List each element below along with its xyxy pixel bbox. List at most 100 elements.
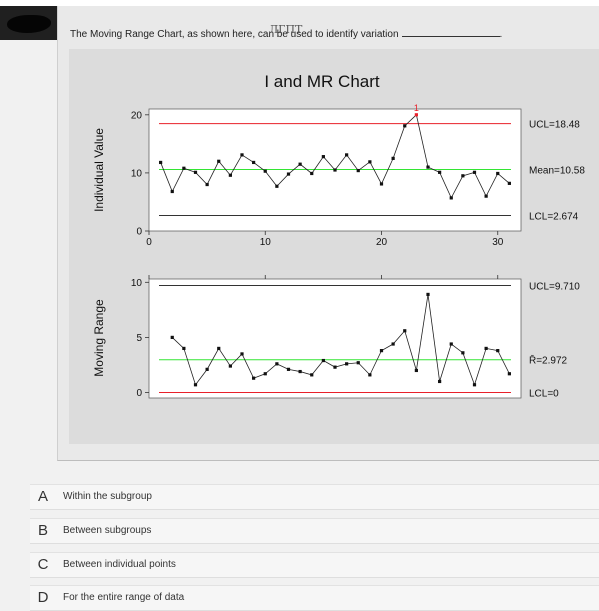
question-text: The Moving Range Chart, as shown here, c… (70, 29, 399, 40)
individual-ylabel: Individual Value (92, 128, 106, 212)
option-letter: D (37, 589, 49, 606)
option-label: Between subgroups (63, 525, 152, 536)
chart-figure-card: I and MR Chart Individual Value 0 10 20 0 10… (69, 49, 599, 444)
lcl-label: LCL=2.674 (529, 211, 579, 222)
data-point (240, 352, 244, 356)
data-point (298, 162, 302, 166)
data-point (484, 346, 488, 351)
data-point (170, 189, 174, 194)
data-point (321, 155, 325, 159)
data-point (240, 153, 244, 157)
data-point (461, 351, 465, 355)
option-letter: A (37, 488, 48, 505)
data-point (263, 372, 267, 376)
overlay-scribble-text: ЛГПТ (269, 23, 303, 36)
x-tick-label: 10 (260, 237, 272, 248)
data-point (472, 383, 477, 387)
y-tick-label: 0 (136, 388, 142, 399)
option-b[interactable]: B Between subgroups (30, 518, 599, 544)
data-point (449, 196, 453, 200)
data-point (228, 173, 232, 177)
data-point (438, 379, 442, 384)
data-point (449, 342, 453, 346)
data-point (205, 367, 209, 371)
avatar (0, 6, 58, 40)
data-point (356, 361, 360, 365)
y-tick-label: 20 (131, 110, 143, 121)
data-point (286, 367, 291, 371)
y-tick-label: 5 (136, 333, 142, 344)
x-tick-label: 20 (376, 237, 388, 248)
y-tick-label: 0 (136, 227, 142, 238)
data-point (286, 172, 291, 176)
data-point (403, 329, 407, 333)
data-point (275, 184, 279, 188)
answer-blank (401, 27, 500, 37)
data-point (182, 166, 186, 170)
question-trailing: . (499, 29, 503, 40)
data-point (298, 369, 302, 374)
data-point (461, 174, 465, 178)
option-letter: B (37, 522, 48, 539)
data-point (426, 165, 430, 169)
data-point (507, 372, 511, 376)
data-point (193, 383, 198, 387)
data-point (507, 181, 511, 185)
top-strip (0, 0, 599, 6)
chart-title: I and MR Chart (264, 72, 380, 91)
data-point (217, 159, 221, 163)
data-point (438, 170, 442, 174)
moving-range-ylabel: Moving Range (92, 299, 106, 377)
data-point (414, 113, 418, 117)
question-prompt: The Moving Range Chart, as shown here, c… (70, 27, 502, 40)
data-point (275, 362, 279, 366)
data-point (193, 170, 198, 174)
data-point (252, 160, 256, 165)
data-point (310, 373, 314, 377)
option-a[interactable]: A Within the subgroup (30, 484, 599, 510)
data-point (472, 170, 477, 174)
center-label: R̄=2.972 (529, 354, 568, 367)
data-point (379, 182, 384, 186)
lcl-label: LCL=0 (529, 388, 559, 399)
center-label: Mean=10.58 (529, 166, 585, 177)
data-point (484, 194, 488, 198)
avatar-redaction (7, 15, 51, 33)
ucl-label: UCL=9.710 (529, 282, 580, 293)
option-label: Within the subgroup (63, 491, 152, 502)
data-point (356, 168, 360, 173)
data-point (252, 376, 256, 380)
data-point (414, 368, 418, 373)
question-panel: The Moving Range Chart, as shown here, c… (57, 6, 599, 461)
data-point (379, 349, 384, 353)
x-tick-label: 0 (146, 237, 152, 248)
data-point (333, 365, 337, 369)
y-tick-label: 10 (131, 278, 143, 289)
data-point (403, 124, 407, 128)
option-letter: C (37, 556, 49, 573)
data-point (368, 373, 372, 377)
data-point (345, 153, 349, 157)
ucl-label: UCL=18.48 (529, 120, 580, 131)
data-point (496, 349, 500, 353)
data-point (182, 346, 186, 351)
data-point (205, 182, 209, 187)
data-point (170, 335, 174, 339)
x-tick-label: 30 (492, 237, 504, 248)
data-point (217, 346, 221, 351)
data-point (159, 160, 163, 165)
data-point (496, 171, 500, 176)
option-d[interactable]: D For the entire range of data (30, 585, 599, 611)
option-label: For the entire range of data (63, 592, 185, 603)
data-point (310, 171, 314, 176)
out-of-control-label: 1 (414, 103, 419, 113)
data-point (368, 160, 372, 164)
series-line (171, 294, 510, 387)
option-c[interactable]: C Between individual points (30, 552, 599, 578)
data-point (321, 358, 325, 363)
data-point (263, 169, 267, 173)
data-point (391, 156, 395, 160)
data-point (391, 342, 395, 346)
data-point (228, 364, 232, 368)
